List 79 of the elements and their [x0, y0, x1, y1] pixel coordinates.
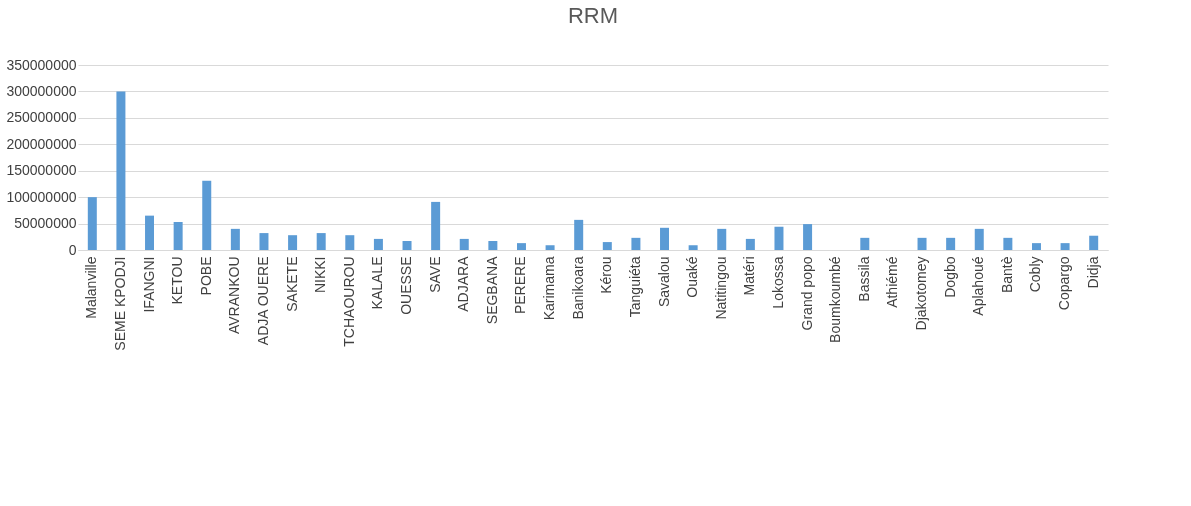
bar: [516, 243, 526, 250]
x-tick-label: KETOU: [169, 256, 186, 305]
bar: [1003, 237, 1013, 250]
bar: [202, 180, 212, 250]
bar: [660, 227, 670, 250]
bar: [145, 215, 155, 250]
x-tick-label: Ouaké: [684, 256, 701, 298]
bar: [574, 219, 584, 250]
bar: [803, 224, 813, 250]
bar: [631, 237, 641, 250]
x-tick-label: Natitingou: [712, 256, 729, 320]
x-tick-label: ADJARA: [455, 255, 472, 312]
bar: [602, 242, 612, 250]
y-tick-label: 50000000: [14, 215, 77, 232]
chart-title: RRM: [567, 3, 619, 28]
x-tick-label: SEGBANA: [483, 255, 500, 325]
x-tick-label: Matéri: [741, 256, 758, 296]
bar: [259, 233, 269, 250]
x-tick-label: NIKKI: [312, 256, 329, 294]
x-tick-label: SAKETE: [283, 256, 300, 312]
bar: [1031, 243, 1041, 250]
x-tick-label: SEME KPODJI: [111, 256, 128, 351]
x-tick-label: Cobly: [1027, 256, 1044, 293]
x-tick-label: Kérou: [598, 256, 615, 294]
x-tick-label: SAVE: [426, 256, 443, 293]
y-tick-label: 200000000: [6, 135, 77, 152]
bar: [230, 228, 240, 250]
x-tick-label: Grand popo: [798, 256, 815, 331]
x-tick-label: PERERE: [512, 256, 529, 315]
x-tick-label: Tanguiéta: [626, 256, 643, 318]
x-tick-label: Dogbo: [941, 256, 958, 298]
x-tick-label: KALALE: [369, 256, 386, 310]
bar: [116, 91, 126, 250]
x-tick-label: Copargo: [1056, 256, 1073, 311]
y-tick-label: 0: [68, 241, 77, 258]
bar: [431, 201, 441, 250]
x-tick-label: Malanville: [83, 256, 100, 319]
bar: [917, 237, 927, 250]
x-tick-label: AVRANKOU: [226, 256, 243, 335]
bar: [1089, 235, 1099, 250]
bar: [345, 235, 355, 250]
y-tick-label: 250000000: [6, 109, 77, 126]
bar: [488, 241, 498, 250]
x-tick-label: OUESSE: [398, 256, 415, 315]
x-tick-label: IFANGNI: [140, 256, 157, 313]
bar: [402, 241, 412, 250]
bar: [688, 245, 698, 250]
bar: [373, 238, 383, 250]
x-tick-label: ADJA OUERE: [254, 256, 271, 346]
x-tick-label: POBE: [197, 256, 214, 296]
y-tick-label: 300000000: [6, 82, 77, 99]
x-tick-label: Athiémé: [884, 256, 901, 308]
y-tick-label: 150000000: [6, 162, 77, 179]
x-tick-label: Boumkoumbé: [827, 256, 844, 343]
y-tick-label: 100000000: [6, 188, 77, 205]
bar: [316, 233, 326, 250]
x-tick-label: Didja: [1084, 256, 1101, 289]
bar: [974, 228, 984, 250]
x-tick-label: Savalou: [655, 256, 672, 308]
x-tick-label: Djakotomey: [913, 256, 930, 331]
x-tick-label: Banikoara: [569, 256, 586, 320]
x-tick-label: Aplahoué: [970, 256, 987, 316]
bar: [545, 245, 555, 250]
bar: [860, 237, 870, 250]
x-tick-label: Lokossa: [769, 256, 786, 309]
bar: [173, 221, 183, 250]
x-tick-label: Bantè: [998, 256, 1015, 294]
bar: [745, 238, 755, 250]
bar: [1060, 243, 1070, 250]
bar: [288, 235, 298, 250]
x-tick-label: Bassila: [855, 256, 872, 302]
bar: [717, 228, 727, 250]
x-tick-label: Karimama: [541, 256, 558, 321]
bar: [774, 226, 784, 250]
y-tick-label: 350000000: [6, 56, 77, 73]
bar: [87, 197, 97, 250]
bar: [459, 238, 469, 250]
bar: [946, 237, 956, 250]
x-tick-label: TCHAOUROU: [340, 256, 357, 347]
